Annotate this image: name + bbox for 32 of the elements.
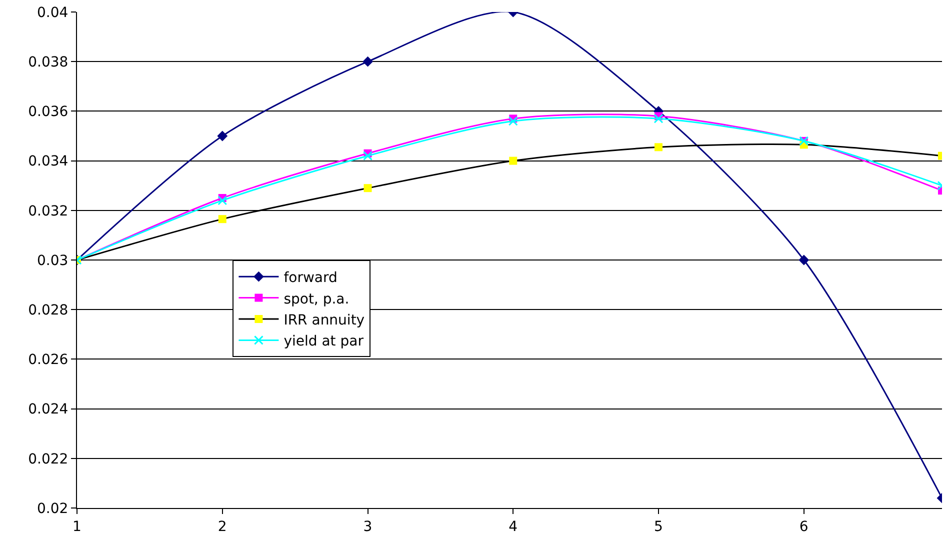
point [217,130,228,142]
y-tick-label: 0.03 [37,252,68,269]
y-tick-label: 0.038 [28,54,68,70]
point [218,196,228,206]
x-tick-label: 5 [654,518,663,535]
legend-label: IRR annuity [284,312,365,328]
legend-label: spot, p.a. [284,291,350,308]
y-tick-label: 0.022 [28,451,68,468]
point [654,114,664,124]
point [508,116,518,126]
point [218,215,226,224]
y-tick-label: 0.02 [37,500,68,517]
y-tick-label: 0.026 [28,352,68,368]
x-tick-label: 1 [72,518,82,535]
y-tick-label: 0.028 [28,302,68,318]
x-tick-label: 4 [508,518,518,535]
point [362,56,373,67]
legend-label: forward [284,270,338,286]
y-tick-label: 0.036 [28,104,68,120]
point [363,151,373,161]
y-tick-label: 0.034 [28,154,68,170]
point [364,184,372,192]
y-tick-label: 0.032 [28,203,68,220]
y-tick-label: 0.04 [37,4,68,21]
legend-label: yield at par [284,334,364,350]
y-tick-label: 0.024 [28,402,68,418]
x-tick-label: 3 [363,518,372,535]
point [798,254,810,266]
point [654,143,663,152]
point [509,156,518,165]
x-tick-label: 2 [218,518,227,535]
x-tick-label: 6 [799,518,808,535]
